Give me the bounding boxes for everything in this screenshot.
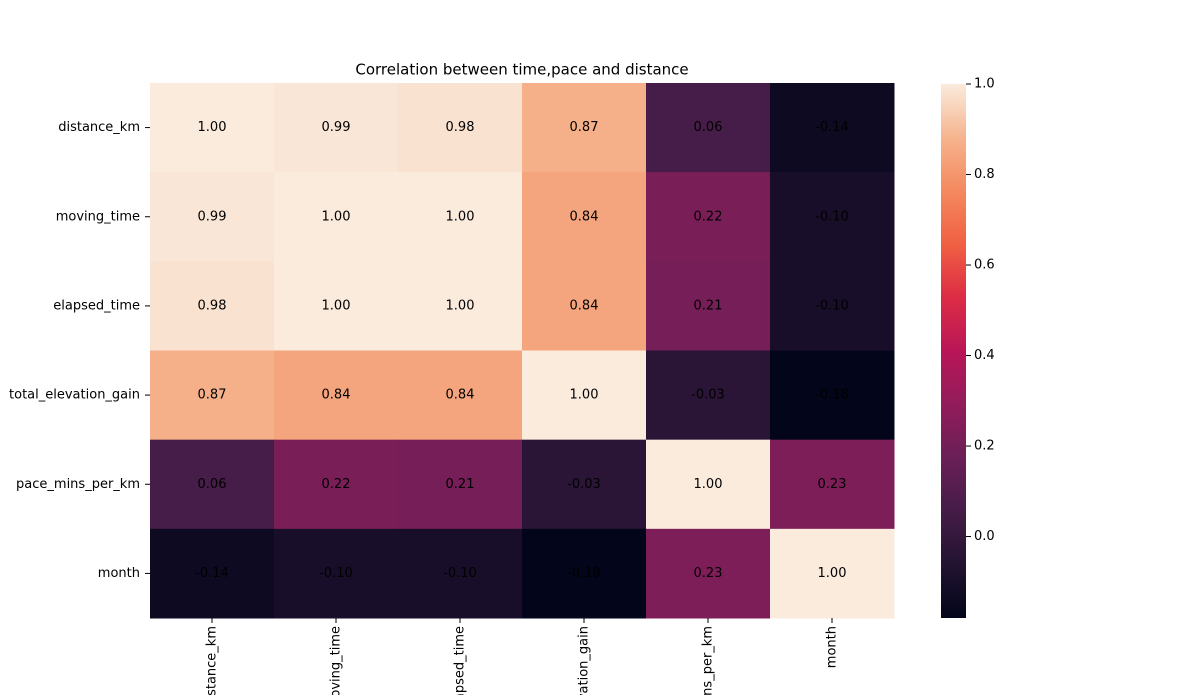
cell-label: 1.00	[570, 388, 599, 403]
cell-label: 0.84	[446, 388, 475, 403]
cell-label: 0.23	[694, 566, 723, 581]
cell-label: 0.99	[322, 120, 351, 135]
colorbar	[941, 84, 966, 618]
heatmap-cell	[398, 528, 523, 619]
cell-label: 0.99	[198, 209, 227, 224]
heatmap-cell	[150, 83, 275, 173]
x-tick-label: month	[825, 626, 840, 668]
y-tick-label: elapsed_time	[53, 298, 140, 313]
heatmap-cell	[398, 172, 523, 262]
heatmap-cell	[770, 350, 895, 441]
colorbar-tick-label: 0.4	[974, 348, 995, 363]
cell-label: 0.22	[322, 477, 351, 492]
cell-label: 1.00	[322, 298, 351, 313]
heatmap-cell	[646, 439, 771, 530]
colorbar-tick-label: 0.2	[974, 439, 995, 454]
y-tick-label: month	[98, 566, 140, 581]
cell-label: 1.00	[446, 298, 475, 313]
cell-label: 0.87	[570, 120, 599, 135]
heatmap-cell	[646, 261, 771, 351]
colorbar-tick-label: 1.0	[974, 77, 995, 92]
cell-label: -0.10	[815, 298, 849, 313]
heatmap-cell	[274, 350, 399, 441]
cell-label: 0.98	[446, 120, 475, 135]
cell-label: 1.00	[694, 477, 723, 492]
cell-label: -0.03	[691, 388, 725, 403]
heatmap-cell	[274, 83, 399, 173]
cell-label: 1.00	[322, 209, 351, 224]
cell-label: 1.00	[818, 566, 847, 581]
heatmap-cell	[770, 172, 895, 262]
heatmap-cell	[646, 528, 771, 619]
cell-label: -0.14	[195, 566, 229, 581]
heatmap-cell	[522, 528, 647, 619]
heatmap-cell	[398, 350, 523, 441]
colorbar-tick-label: 0.6	[974, 258, 995, 273]
heatmap-cell	[150, 528, 275, 619]
colorbar-tick-label: 0.0	[974, 529, 995, 544]
cell-label: -0.18	[815, 388, 849, 403]
heatmap-cell	[150, 172, 275, 262]
chart-title: Correlation between time,pace and distan…	[355, 61, 688, 79]
cell-label: -0.10	[319, 566, 353, 581]
heatmap-cell	[150, 350, 275, 441]
heatmap-cell	[770, 439, 895, 530]
cell-label: 1.00	[446, 209, 475, 224]
heatmap-cell	[274, 439, 399, 530]
heatmap-cell	[398, 83, 523, 173]
x-tick-label: elapsed_time	[453, 626, 468, 695]
cell-label: 0.23	[818, 477, 847, 492]
x-tick-label: moving_time	[329, 626, 344, 695]
heatmap-cell	[646, 83, 771, 173]
heatmap-cell	[770, 528, 895, 619]
cell-label: 0.21	[446, 477, 475, 492]
cell-label: 0.84	[570, 209, 599, 224]
cell-label: 0.22	[694, 209, 723, 224]
heatmap-cell	[770, 261, 895, 351]
heatmap-cell	[274, 261, 399, 351]
heatmap-cell	[646, 172, 771, 262]
heatmap-cell	[522, 350, 647, 441]
x-tick-label: pace_mins_per_km	[701, 626, 716, 695]
heatmap-cell	[522, 172, 647, 262]
cell-label: -0.10	[443, 566, 477, 581]
heatmap-cell	[770, 83, 895, 173]
heatmap-cell	[274, 528, 399, 619]
cell-label: 0.06	[694, 120, 723, 135]
heatmap-cell	[522, 439, 647, 530]
cell-label: -0.03	[567, 477, 601, 492]
heatmap-cell	[150, 439, 275, 530]
cell-label: 0.06	[198, 477, 227, 492]
cell-label: 0.87	[198, 388, 227, 403]
cell-label: 0.84	[570, 298, 599, 313]
cell-label: -0.10	[815, 209, 849, 224]
cell-label: -0.18	[567, 566, 601, 581]
cell-label: 0.21	[694, 298, 723, 313]
cell-label: -0.14	[815, 120, 849, 135]
heatmap-cell	[150, 261, 275, 351]
cell-label: 0.98	[198, 298, 227, 313]
heatmap-cell	[522, 83, 647, 173]
x-tick-label: total_elevation_gain	[577, 626, 592, 695]
heatmap-cell	[646, 350, 771, 441]
heatmap-cell	[398, 261, 523, 351]
cell-label: 0.84	[322, 388, 351, 403]
y-tick-label: moving_time	[56, 209, 140, 224]
y-tick-label: distance_km	[58, 120, 140, 135]
y-tick-label: total_elevation_gain	[9, 388, 140, 403]
heatmap-cell	[398, 439, 523, 530]
x-tick-label: distance_km	[205, 626, 220, 695]
heatmap-cell	[522, 261, 647, 351]
y-tick-label: pace_mins_per_km	[16, 477, 140, 492]
heatmap-cell	[274, 172, 399, 262]
cell-label: 1.00	[198, 120, 227, 135]
colorbar-tick-label: 0.8	[974, 167, 995, 182]
